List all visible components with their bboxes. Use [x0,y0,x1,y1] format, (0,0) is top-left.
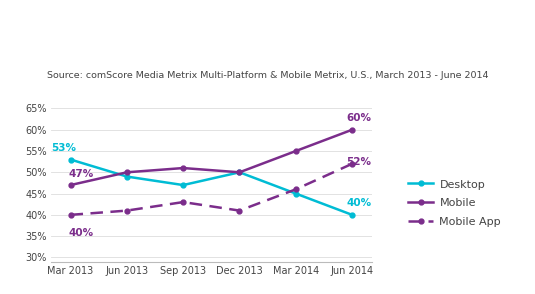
Text: 40%: 40% [346,198,371,208]
Text: 60%: 60% [346,113,371,123]
Text: Source: comScore Media Metrix Multi-Platform & Mobile Metrix, U.S., March 2013 -: Source: comScore Media Metrix Multi-Plat… [47,71,488,80]
Text: Share of U.S. Digital Media Time Spent by Platform: Share of U.S. Digital Media Time Spent b… [55,14,480,29]
Text: 53%: 53% [51,143,77,153]
Text: 47%: 47% [68,169,93,179]
Legend: Desktop, Mobile, Mobile App: Desktop, Mobile, Mobile App [408,179,501,227]
Text: 40%: 40% [68,228,93,238]
Text: 52%: 52% [346,157,371,167]
